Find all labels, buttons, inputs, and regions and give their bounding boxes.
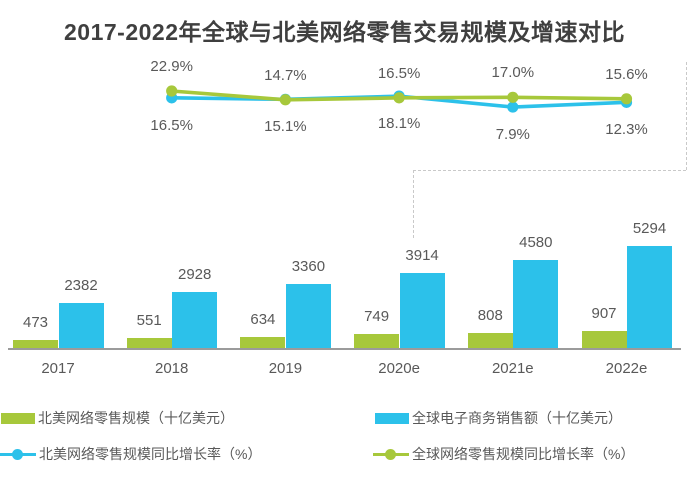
bar-value-label: 3914 bbox=[405, 247, 439, 264]
growth-rate-label: 16.5% bbox=[377, 64, 421, 82]
na-retail-bar-2018 bbox=[126, 338, 172, 349]
legend-item-na-growth-rate: 北美网络零售规模同比增长率（%） bbox=[0, 446, 261, 462]
line-point bbox=[279, 94, 291, 106]
line-point bbox=[507, 91, 519, 103]
chart-title: 2017-2022年全球与北美网络零售交易规模及增速对比 bbox=[64, 19, 625, 45]
legend-label: 北美网络零售规模同比增长率（%） bbox=[39, 446, 262, 462]
x-axis-label-2019: 2019 bbox=[268, 360, 303, 377]
growth-rate-label: 17.0% bbox=[491, 64, 535, 82]
callout-dashed-right-segment bbox=[686, 62, 687, 170]
na-retail-bar-2020e bbox=[354, 334, 400, 349]
x-axis-label-2021e: 2021e bbox=[491, 360, 534, 377]
na-retail-bar-2022e bbox=[581, 331, 627, 349]
growth-rate-label: 12.3% bbox=[605, 121, 648, 139]
global-sales-bar-2022e bbox=[627, 246, 672, 349]
growth-rate-label: 16.5% bbox=[150, 116, 193, 134]
legend-marker-blue-line-dot bbox=[0, 448, 36, 460]
bar-value-label: 4580 bbox=[519, 234, 553, 252]
growth-rate-label: 22.9% bbox=[150, 58, 193, 75]
bar-value-label: 907 bbox=[591, 305, 617, 323]
legend-marker-green-line-dot bbox=[373, 448, 409, 460]
na-retail-bar-2021e bbox=[467, 333, 513, 349]
legend-swatch-green-bar bbox=[1, 412, 35, 424]
growth-rate-label: 18.1% bbox=[377, 115, 421, 133]
callout-dashed-left-segment bbox=[413, 170, 414, 238]
x-axis-label-2022e: 2022e bbox=[605, 360, 648, 377]
growth-rate-label: 15.1% bbox=[264, 118, 307, 136]
na-retail-bar-2019 bbox=[240, 336, 286, 349]
bar-value-label: 634 bbox=[250, 310, 276, 328]
legend-item-global-growth-rate: 全球网络零售规模同比增长率（%） bbox=[373, 446, 634, 462]
bar-value-label: 551 bbox=[136, 312, 162, 330]
global-sales-bar-2017 bbox=[58, 302, 104, 349]
legend-label: 全球网络零售规模同比增长率（%） bbox=[412, 446, 635, 462]
global-sales-bar-2019 bbox=[285, 283, 331, 349]
x-axis-line bbox=[8, 348, 681, 350]
global-sales-bar-2021e bbox=[513, 260, 559, 349]
bar-value-label: 808 bbox=[477, 307, 503, 325]
growth-rate-label: 7.9% bbox=[495, 126, 530, 144]
na-retail-bar-2017 bbox=[13, 339, 58, 349]
legend-label: 全球电子商务销售额（十亿美元） bbox=[412, 410, 622, 426]
growth-rate-label: 15.6% bbox=[605, 65, 648, 83]
legend-swatch-blue-bar bbox=[375, 412, 409, 424]
growth-rate-label: 14.7% bbox=[264, 66, 307, 84]
global-sales-bar-2020e bbox=[399, 273, 445, 349]
bar-value-label: 749 bbox=[364, 308, 390, 326]
line-point bbox=[166, 85, 178, 97]
x-axis-label-2018: 2018 bbox=[155, 360, 189, 377]
legend-item-na-retail-scale: 北美网络零售规模（十亿美元） bbox=[1, 410, 234, 426]
legend-item-global-ecommerce-sales: 全球电子商务销售额（十亿美元） bbox=[375, 410, 622, 426]
bar-value-label: 2382 bbox=[64, 276, 98, 294]
bar-value-label: 3360 bbox=[291, 257, 326, 275]
callout-dashed-top-segment bbox=[413, 170, 686, 171]
line-point bbox=[620, 93, 633, 105]
bar-value-label: 2928 bbox=[178, 266, 212, 284]
line-point bbox=[507, 101, 519, 113]
bar-value-label: 5294 bbox=[632, 220, 667, 238]
bar-value-label: 473 bbox=[22, 313, 49, 331]
x-axis-label-2020e: 2020e bbox=[378, 360, 420, 377]
legend-label: 北美网络零售规模（十亿美元） bbox=[38, 410, 234, 426]
line-point bbox=[393, 92, 405, 104]
global-sales-bar-2018 bbox=[172, 292, 218, 349]
x-axis-label-2017: 2017 bbox=[41, 360, 75, 377]
